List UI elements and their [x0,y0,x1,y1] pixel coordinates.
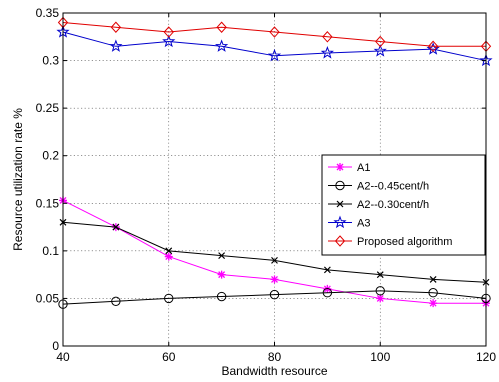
series-4 [57,16,492,53]
data-point [163,26,174,38]
data-point [165,247,173,255]
y-tick-label: 0.3 [42,54,59,68]
y-tick-label: 0.1 [42,244,59,258]
data-point [164,252,173,261]
legend-label: A2--0.45cent/h [357,181,429,193]
data-point [375,286,385,296]
legend-marker [333,215,347,229]
data-point [271,256,278,264]
legend-marker [334,235,346,247]
y-tick-label: 0.25 [36,101,60,115]
data-point [109,39,123,52]
legend-marker [336,200,344,208]
data-point [269,289,280,300]
series-line [62,290,487,305]
y-tick-label: 0.35 [36,6,60,20]
legend-item: Proposed algorithm [328,235,452,248]
legend-item: A3 [328,215,370,230]
data-point [216,291,227,302]
data-point [376,294,385,303]
series-line [62,22,486,47]
legend-marker [335,180,345,191]
x-tick-label: 100 [370,350,390,364]
data-point [162,34,176,48]
data-point [375,35,386,48]
data-point [269,26,280,38]
data-point [270,275,279,284]
data-point [429,275,437,283]
data-point [322,31,333,43]
legend-label: Proposed algorithm [357,236,452,248]
data-point [215,39,229,52]
legend: A1 A2--0.45cent/h A2--0.30cent/h A3 Proposed… [321,154,486,256]
axis-ticks: 40 60 80 100 120 0 0.05 0.1 0.15 0.2 0.25 0.3 0.35 [36,6,497,364]
x-axis-label: Bandwidth resource [221,364,327,378]
data-point [216,21,227,34]
y-tick-label: 0.05 [36,291,60,305]
x-tick-label: 40 [56,350,70,364]
data-point [322,288,333,298]
legend-item: A2--0.45cent/h [328,181,429,193]
data-point [429,299,438,308]
series-layer [56,16,493,309]
data-point [111,296,121,306]
data-point [428,288,438,298]
data-point [164,293,174,304]
legend-marker [336,163,344,171]
data-point [217,270,226,279]
x-tick-label: 120 [476,350,496,364]
y-axis-label: Resource utilization rate % [11,108,25,251]
data-point [110,21,122,34]
legend-box [321,154,486,256]
data-point [320,46,334,59]
data-point [427,40,439,53]
x-tick-label: 80 [268,350,282,364]
y-tick-label: 0.2 [42,149,59,163]
data-point [218,252,226,260]
series-line [62,31,487,62]
y-tick-label: 0 [52,339,59,353]
data-point [373,44,387,57]
legend-item: A2--0.30cent/h [328,199,429,211]
y-tick-label: 0.15 [36,196,60,210]
legend-label: A2--0.30cent/h [357,199,429,211]
data-point [267,48,282,62]
data-point [323,266,331,274]
legend-label: A3 [357,218,370,230]
data-point [112,223,120,231]
x-tick-label: 60 [162,350,176,364]
legend-item: A1 [328,162,370,174]
legend-label: A1 [357,162,370,174]
data-point [376,271,384,279]
